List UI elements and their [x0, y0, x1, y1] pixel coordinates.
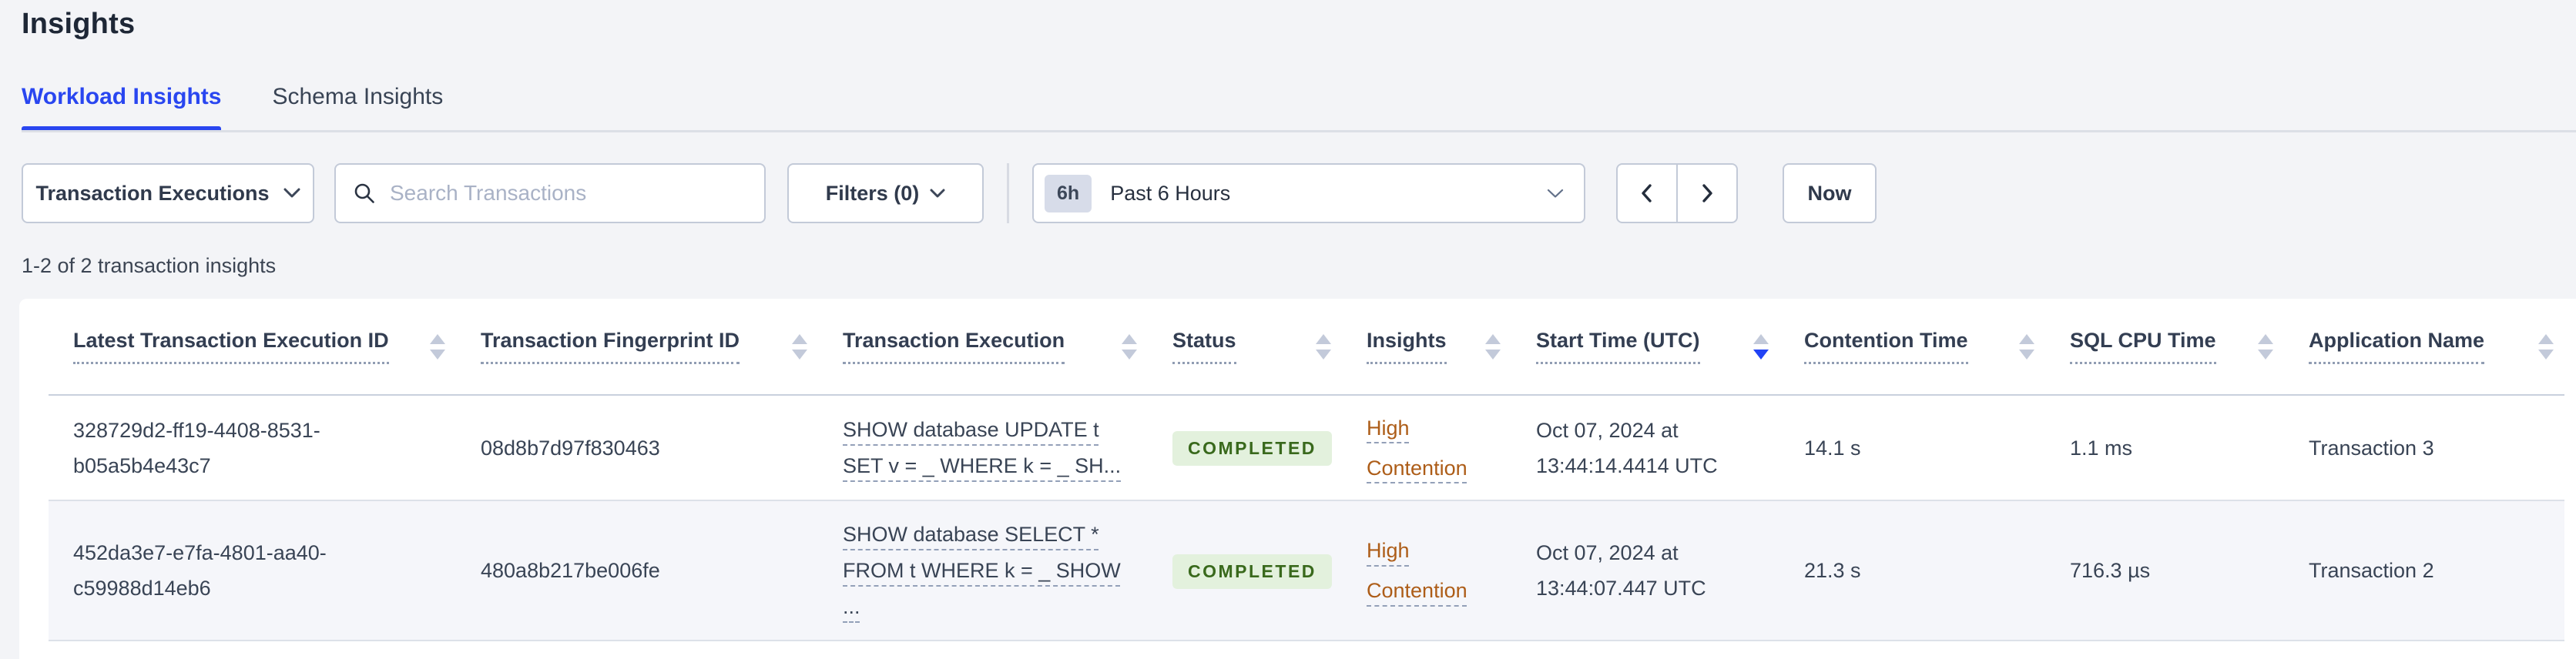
tab-workload-insights[interactable]: Workload Insights: [22, 83, 222, 132]
tab-bar: Workload Insights Schema Insights: [22, 83, 443, 132]
transaction-execution-cell: SHOW database UPDATE t SET v = _ WHERE k…: [818, 395, 1148, 500]
now-button[interactable]: Now: [1783, 163, 1877, 223]
application-name-cell: Transaction 2: [2309, 559, 2434, 582]
column-header-application-name[interactable]: Application Name: [2284, 299, 2564, 395]
column-header-insights[interactable]: Insights: [1342, 299, 1511, 395]
sort-icon: [1306, 333, 1331, 360]
tab-schema-insights[interactable]: Schema Insights: [272, 84, 444, 109]
sort-icon: [421, 333, 445, 360]
chevron-down-icon: [283, 188, 300, 199]
sort-icon: [2249, 333, 2273, 360]
time-window-nav: [1616, 163, 1738, 223]
search-input[interactable]: [388, 180, 747, 206]
search-box[interactable]: [334, 163, 766, 223]
column-header-sql-cpu-time[interactable]: SQL CPU Time: [2045, 299, 2284, 395]
execution-id-cell: 452da3e7-e7fa-4801-aa40-c59988d14eb6: [73, 541, 327, 600]
status-cell: COMPLETED: [1148, 500, 1342, 641]
insight-link[interactable]: High Contention: [1367, 539, 1467, 602]
sort-icon: [2010, 333, 2034, 360]
column-header-latest-transaction-execution-id[interactable]: Latest Transaction Execution ID: [49, 299, 456, 395]
status-badge: COMPLETED: [1172, 554, 1332, 589]
table-row: 328729d2-ff19-4408-8531-b05a5b4e43c7 08d…: [49, 395, 2564, 500]
column-header-transaction-execution[interactable]: Transaction Execution: [818, 299, 1148, 395]
results-count: 1-2 of 2 transaction insights: [22, 254, 277, 277]
filters-button[interactable]: Filters (0): [787, 163, 984, 223]
search-icon: [353, 182, 376, 205]
sort-icon: [1112, 333, 1137, 360]
insights-table-card: Latest Transaction Execution ID Transact…: [19, 299, 2576, 659]
sort-icon: [2529, 333, 2554, 360]
status-badge: COMPLETED: [1172, 431, 1332, 466]
time-range-picker[interactable]: 6h Past 6 Hours: [1032, 163, 1585, 223]
sql-cpu-time-cell: 716.3 µs: [2070, 559, 2151, 582]
execution-id-cell: 328729d2-ff19-4408-8531-b05a5b4e43c7: [73, 418, 320, 477]
transaction-execution-cell: SHOW database SELECT * FROM t WHERE k = …: [818, 500, 1148, 641]
insights-cell: High Contention: [1342, 500, 1511, 641]
page-title: Insights: [22, 8, 136, 40]
chevron-down-icon: [1547, 189, 1564, 199]
sort-desc-icon: [1744, 333, 1769, 360]
insight-type-select[interactable]: Transaction Executions: [22, 163, 314, 223]
transaction-statement-link[interactable]: FROM t WHERE k = _ SHOW: [843, 559, 1121, 582]
toolbar: Transaction Executions Filters (0) 6h Pa…: [22, 163, 1877, 223]
start-time-cell: Oct 07, 2024 at 13:44:07.447 UTC: [1536, 541, 1706, 600]
insights-cell: High Contention: [1342, 395, 1511, 500]
transaction-statement-link[interactable]: SHOW database UPDATE t: [843, 418, 1099, 441]
start-time-cell: Oct 07, 2024 at 13:44:14.4414 UTC: [1536, 418, 1718, 477]
insight-type-select-label: Transaction Executions: [35, 181, 270, 205]
toolbar-divider: [1007, 163, 1009, 223]
filters-button-label: Filters (0): [825, 181, 920, 205]
next-time-window-button[interactable]: [1677, 163, 1738, 223]
chevron-left-icon: [1637, 182, 1657, 204]
sql-cpu-time-cell: 1.1 ms: [2070, 436, 2133, 460]
column-header-status[interactable]: Status: [1148, 299, 1342, 395]
fingerprint-id-cell: 480a8b217be006fe: [481, 559, 660, 582]
sort-icon: [783, 333, 807, 360]
sort-icon: [1476, 333, 1501, 360]
table-row: 452da3e7-e7fa-4801-aa40-c59988d14eb6 480…: [49, 500, 2564, 641]
previous-time-window-button[interactable]: [1616, 163, 1677, 223]
insight-link[interactable]: High Contention: [1367, 416, 1467, 480]
table-header-row: Latest Transaction Execution ID Transact…: [49, 299, 2564, 395]
column-header-start-time-utc[interactable]: Start Time (UTC): [1511, 299, 1779, 395]
status-cell: COMPLETED: [1148, 395, 1342, 500]
column-header-transaction-fingerprint-id[interactable]: Transaction Fingerprint ID: [456, 299, 818, 395]
tab-divider: [22, 130, 2576, 132]
contention-time-cell: 14.1 s: [1804, 436, 1861, 460]
contention-time-cell: 21.3 s: [1804, 559, 1861, 582]
chevron-right-icon: [1697, 182, 1717, 204]
transaction-statement-link[interactable]: ...: [843, 595, 860, 618]
transaction-insights-table: Latest Transaction Execution ID Transact…: [49, 299, 2564, 641]
time-range-badge: 6h: [1045, 174, 1092, 212]
time-range-label: Past 6 Hours: [1110, 181, 1231, 205]
fingerprint-id-cell: 08d8b7d97f830463: [481, 436, 660, 460]
transaction-statement-link[interactable]: SHOW database SELECT *: [843, 523, 1099, 546]
transaction-statement-link[interactable]: SET v = _ WHERE k = _ SH...: [843, 454, 1122, 477]
column-header-contention-time[interactable]: Contention Time: [1779, 299, 2045, 395]
application-name-cell: Transaction 3: [2309, 436, 2434, 460]
chevron-down-icon: [930, 189, 945, 199]
